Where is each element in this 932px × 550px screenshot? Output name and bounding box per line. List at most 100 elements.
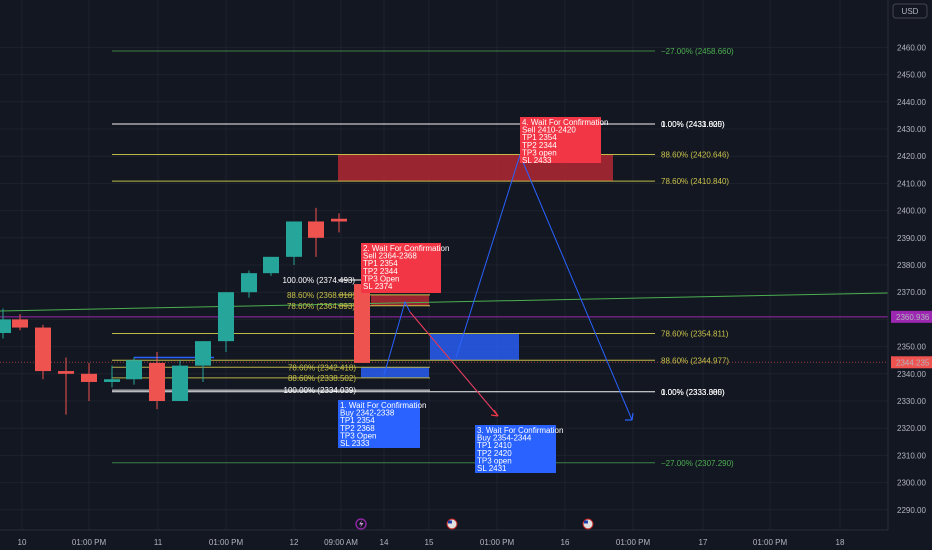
price-tick-label: 2290.00 [897,506,926,515]
time-axis[interactable] [0,530,888,550]
setup-1-line: Buy 2342-2338 [340,409,395,418]
zones-layer [338,154,613,378]
time-tick-label: 15 [425,538,434,547]
candle-body [0,319,11,333]
small-fib-blue-label: 78.60% (2342.418) [288,363,356,372]
candles-layer [0,207,370,415]
time-tick-label: 10 [18,538,27,547]
purple-price-value: 2360.936 [896,313,930,322]
path-red-2 [409,311,499,417]
setup-1-line: SL 2333 [340,439,370,448]
candle-body [58,371,74,374]
setup-2-line: TP2 2344 [363,267,398,276]
fib-top-0-label: 0.00% (2431.825) [661,120,725,129]
small-fib-red-label: 78.60% (2364.893) [287,302,355,311]
time-tick-label: 01:00 PM [753,538,788,547]
price-tick-label: 2350.00 [897,343,926,352]
price-axis-ticks: 2290.00 2300.00 2310.00 2320.00 2330.00 2340.… [891,43,932,515]
price-tick-label: 2340.00 [897,370,926,379]
trendline [0,292,889,312]
setup-4-line: TP1 2354 [522,133,557,142]
candle-body [172,365,188,401]
sell-zone-mid [371,294,429,306]
fib-levels-layer: −27.00% (2458.660) 0.00% (2431.825) 88.60%… [0,47,889,468]
candle-body [241,273,257,293]
time-tick-label: 18 [836,538,845,547]
candle-body [35,327,51,372]
time-tick-label: 09:00 AM [324,538,358,547]
fib-ext-bottom-label: −27.00% (2307.290) [661,459,734,468]
setup-2-line: 2. Wait For Confirmation [363,244,449,253]
buy-zone-mid [430,333,519,361]
price-axis[interactable] [888,0,932,550]
us-flag-canton-2 [584,520,588,524]
current-price-tag [891,356,932,369]
setup-1-line: TP2 2368 [340,424,375,433]
fib-mid-0-label: 0.00% (2333.385) [661,388,725,397]
fib-top-100-label: 1.00% (2433.000) [661,120,725,129]
setup-3-line: Buy 2354-2344 [477,434,532,443]
price-tick-label: 2330.00 [897,397,926,406]
price-tick-label: 2370.00 [897,288,926,297]
small-fib-blue-label: 88.60% (2338.502) [288,374,356,383]
candle-body [195,341,211,366]
time-axis-ticks: 10 01:00 PM 11 01:00 PM 12 09:00 AM 14 15 01:00 … [18,538,845,547]
price-tick-label: 2460.00 [897,43,926,52]
grid-layer [0,0,888,530]
candle-body [263,256,279,274]
candle-body [331,218,347,222]
setup-1-line: 1. Wait For Confirmation [340,401,426,410]
price-tick-label: 2430.00 [897,125,926,134]
arrow-head-red [490,409,499,417]
candle-body [81,373,97,382]
setup-2-box[interactable] [361,243,441,293]
time-tick-label: 01:00 PM [209,538,244,547]
setup-4-line: Sell 2410-2420 [522,126,576,135]
arrow-head-blue [625,412,634,421]
time-tick-label: 01:00 PM [480,538,515,547]
candle-body [12,319,28,328]
setup-3-line: TP2 2420 [477,449,512,458]
setup-2-line: TP1 2354 [363,259,398,268]
setup-3-line: 3. Wait For Confirmation [477,426,563,435]
fib-mid-886-label: 88.60% (2344.977) [661,356,729,365]
candle-body [149,362,165,401]
purple-price-tag [891,310,932,323]
setup-2-line: TP3 Open [363,274,399,283]
small-fib-blue-label: 100.00% (2334.039) [284,386,357,395]
setup-4-line: TP3 open [522,148,557,157]
candle-body [126,360,142,380]
candle-body [354,284,370,363]
current-price-value: 2344.235 [896,358,930,367]
setup-1-box[interactable] [338,400,420,448]
price-tick-label: 2450.00 [897,71,926,80]
price-tick-label: 2440.00 [897,98,926,107]
setup-4-line: 4. Wait For Confirmation [522,118,608,127]
setup-3-line: TP1 2410 [477,441,512,450]
time-tick-label: 11 [154,538,163,547]
us-flag-canton [448,520,452,524]
price-tick-label: 2310.00 [897,451,926,460]
currency-badge[interactable] [892,3,928,19]
small-fib-red-label: 100.00% (2374.493) [283,276,356,285]
setup-4-line: SL 2433 [522,156,552,165]
fib-top-886-label: 88.60% (2420.646) [661,150,729,159]
price-tick-label: 2400.00 [897,207,926,216]
lightning-glyph [359,520,364,528]
fib-mid-100-label: 1.00% (2333.000) [661,388,725,397]
price-tick-label: 2420.00 [897,152,926,161]
time-tick-label: 16 [561,538,570,547]
candle-body [218,292,234,342]
price-tick-label: 2320.00 [897,424,926,433]
setup-3-line: SL 2431 [477,464,507,473]
setup-4-box[interactable] [520,117,601,163]
path-blue-3 [455,153,633,421]
small-fib-red-label: 88.60% (2368.818) [287,291,355,300]
fib-top-786-label: 78.60% (2410.840) [661,177,729,186]
candle-body [286,221,302,257]
setup-3-box[interactable] [475,425,556,473]
time-tick-label: 01:00 PM [72,538,107,547]
setup-3-line: TP3 open [477,456,512,465]
